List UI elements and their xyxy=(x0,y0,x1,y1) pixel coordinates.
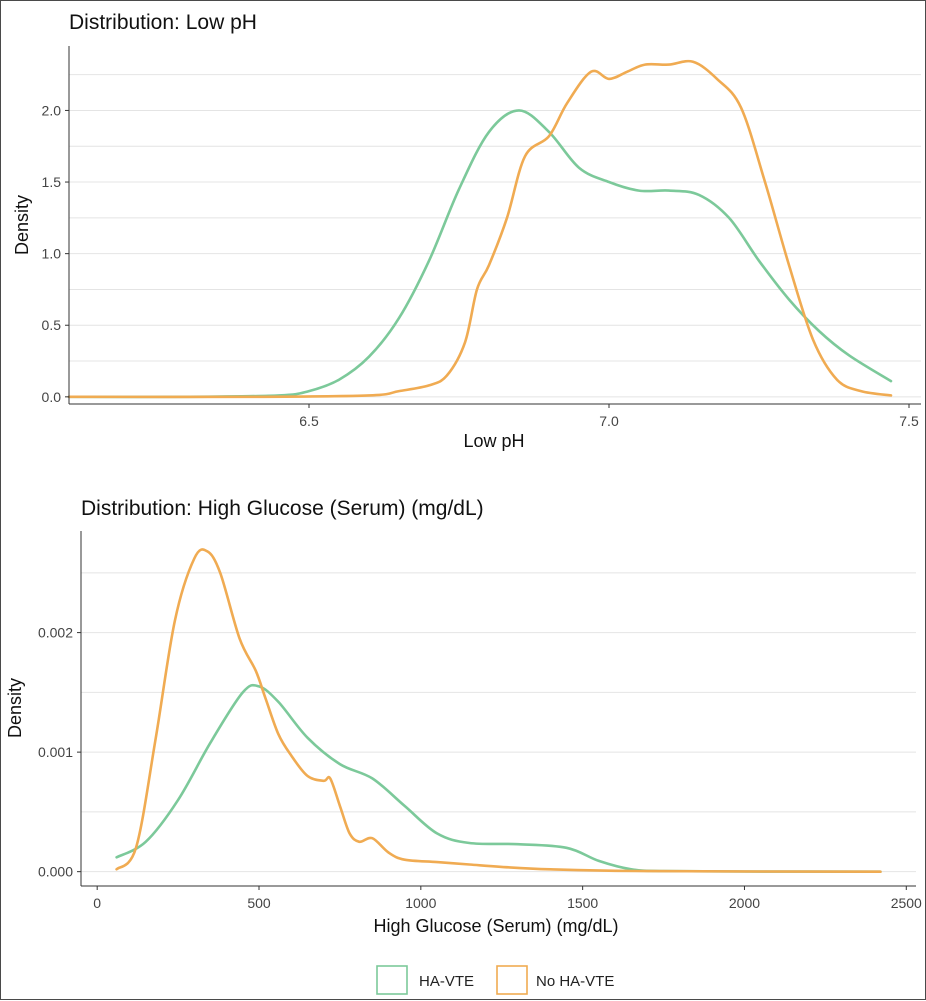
y-tick-label: 2.0 xyxy=(42,102,62,118)
density-line-ha-vte xyxy=(115,683,882,873)
y-tick-label: 0.002 xyxy=(38,625,73,641)
chart-high-glucose: Distribution: High Glucose (Serum) (mg/d… xyxy=(5,497,922,936)
plot-area-low-ph xyxy=(67,59,893,399)
x-tick-label: 7.0 xyxy=(599,413,619,429)
y-axis-title-low-ph: Density xyxy=(12,195,32,255)
density-line-no-ha-vte xyxy=(115,548,882,873)
legend-label-no-ha-vte: No HA-VTE xyxy=(536,973,614,990)
legend: HA-VTE No HA-VTE xyxy=(376,965,614,995)
y-tick-label: 1.5 xyxy=(42,174,62,190)
x-tick-label: 2000 xyxy=(729,895,760,911)
y-axis-title-high-glucose: Density xyxy=(5,678,25,738)
chart-title-high-glucose: Distribution: High Glucose (Serum) (mg/d… xyxy=(81,497,484,520)
x-tick-label: 1500 xyxy=(567,895,598,911)
y-tick-label: 0.000 xyxy=(38,864,73,880)
legend-swatch-no-ha-vte xyxy=(496,965,528,995)
plot-area-high-glucose xyxy=(115,548,882,873)
y-tick-label: 1.0 xyxy=(42,246,62,262)
density-line-no-ha-vte xyxy=(67,59,893,399)
x-tick-label: 1000 xyxy=(405,895,436,911)
x-tick-label: 0 xyxy=(93,895,101,911)
chart-title-low-ph: Distribution: Low pH xyxy=(69,11,257,34)
x-axis-title-low-ph: Low pH xyxy=(463,431,524,451)
x-tick-label: 500 xyxy=(247,895,271,911)
y-tick-label: 0.5 xyxy=(42,317,62,333)
x-axis-title-high-glucose: High Glucose (Serum) (mg/dL) xyxy=(373,916,618,936)
y-tick-label: 0.0 xyxy=(42,389,62,405)
x-tick-label: 7.5 xyxy=(899,413,919,429)
axes-high-glucose: 0.000 0.001 0.002 0 500 1000 1500 2000 2500 xyxy=(38,531,922,911)
axes-low-ph: 0.0 0.5 1.0 1.5 2.0 6.5 7.0 7.5 xyxy=(42,46,921,429)
y-tick-label: 0.001 xyxy=(38,744,73,760)
chart-low-ph: Distribution: Low pH 0.0 0.5 1.0 1.5 2.0 6.5 7… xyxy=(12,11,921,451)
x-tick-label: 6.5 xyxy=(299,413,319,429)
x-tick-label: 2500 xyxy=(891,895,922,911)
legend-swatch-ha-vte xyxy=(376,965,408,995)
density-line-ha-vte xyxy=(67,109,893,399)
legend-label-ha-vte: HA-VTE xyxy=(419,973,474,990)
grid-high-glucose xyxy=(81,572,916,873)
